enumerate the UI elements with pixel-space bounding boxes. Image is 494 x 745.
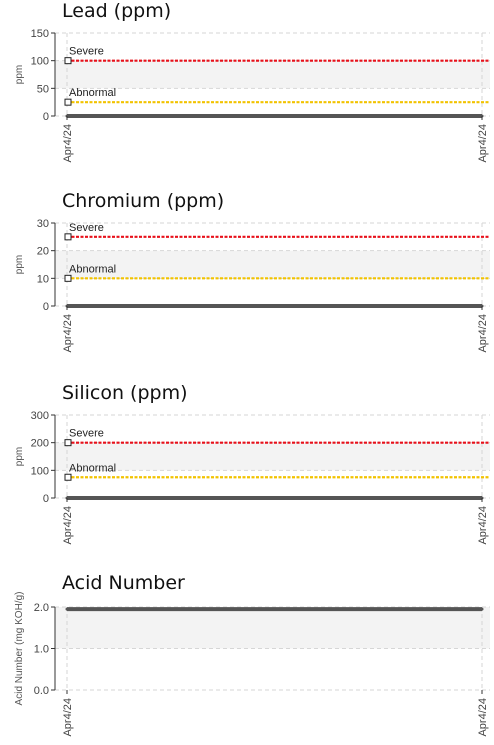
y-tick-label: 2.0 — [34, 602, 49, 614]
chart-title: Silicon (ppm) — [62, 382, 188, 404]
y-tick-label: 300 — [31, 410, 49, 422]
y-tick-label: 1.0 — [34, 644, 49, 656]
y-tick-label: 0 — [43, 301, 49, 313]
y-axis-label: Acid Number (mg KOH/g) — [14, 592, 25, 706]
shaded-band — [55, 607, 490, 649]
reference-marker — [64, 439, 72, 447]
reference-line-label: Abnormal — [69, 462, 116, 474]
chart-panel-chromium: Chromium (ppm) 0 10 20 30 ppm Severe Abnormal A… — [0, 190, 494, 375]
reference-marker — [64, 473, 72, 481]
reference-line-label: Severe — [69, 428, 104, 440]
x-tick-label: Apr4/24 — [477, 698, 489, 737]
chart-title: Lead (ppm) — [62, 0, 172, 22]
y-axis-label: ppm — [14, 447, 25, 466]
chart-panel-silicon: Silicon (ppm) 0 100 200 300 ppm Severe Abnorma… — [0, 382, 494, 567]
acid-number-chart: 0.0 1.0 2.0 Acid Number (mg KOH/g) Apr4/24 Ap… — [14, 592, 490, 737]
y-tick-label: 0 — [43, 111, 49, 123]
chart-title: Chromium (ppm) — [62, 190, 225, 212]
shaded-band — [55, 60, 490, 89]
reference-marker — [64, 57, 72, 65]
data-point — [480, 607, 484, 611]
y-tick-label: 150 — [31, 28, 49, 40]
x-tick-label: Apr4/24 — [477, 314, 489, 353]
y-tick-label: 10 — [37, 273, 49, 285]
reference-marker — [64, 98, 72, 106]
y-tick-label: 0 — [43, 493, 49, 505]
silicon-chart: 0 100 200 300 ppm Severe Abnormal Apr4/24 Apr4/2… — [14, 410, 490, 545]
x-tick-label: Apr4/24 — [62, 698, 74, 737]
y-tick-label: 100 — [31, 465, 49, 477]
y-tick-label: 20 — [37, 246, 49, 258]
shaded-band — [55, 442, 490, 471]
x-tick-label: Apr4/24 — [62, 314, 74, 353]
y-tick-label: 100 — [31, 56, 49, 68]
x-tick-label: Apr4/24 — [62, 506, 74, 545]
data-point — [65, 607, 69, 611]
shaded-band — [55, 250, 490, 279]
y-tick-label: 30 — [37, 218, 49, 230]
reference-line-label: Abnormal — [69, 263, 116, 275]
reference-marker — [64, 233, 72, 241]
reference-line-label: Severe — [69, 222, 104, 234]
y-axis-label: ppm — [14, 255, 25, 274]
y-tick-label: 200 — [31, 438, 49, 450]
chart-title: Acid Number — [62, 572, 185, 594]
reference-line-label: Abnormal — [69, 87, 116, 99]
y-tick-label: 0.0 — [34, 685, 49, 697]
x-tick-label: Apr4/24 — [477, 124, 489, 163]
reference-marker — [64, 274, 72, 282]
lead-chart: 0 50 100 150 ppm Severe Abnormal Apr4/24 Apr4/24 — [14, 28, 490, 163]
y-axis-label: ppm — [14, 65, 25, 84]
x-tick-label: Apr4/24 — [62, 124, 74, 163]
chart-panel-acid-number: Acid Number 0.0 1.0 2.0 Acid Number (mg KOH… — [0, 572, 494, 745]
reference-line-label: Severe — [69, 46, 104, 58]
chart-panel-lead: Lead (ppm) 0 50 100 150 ppm Severe Abnormal Apr… — [0, 0, 494, 185]
y-tick-label: 50 — [37, 83, 49, 95]
x-tick-label: Apr4/24 — [477, 506, 489, 545]
chromium-chart: 0 10 20 30 ppm Severe Abnormal Apr4/24 Apr4/24 — [14, 218, 490, 353]
